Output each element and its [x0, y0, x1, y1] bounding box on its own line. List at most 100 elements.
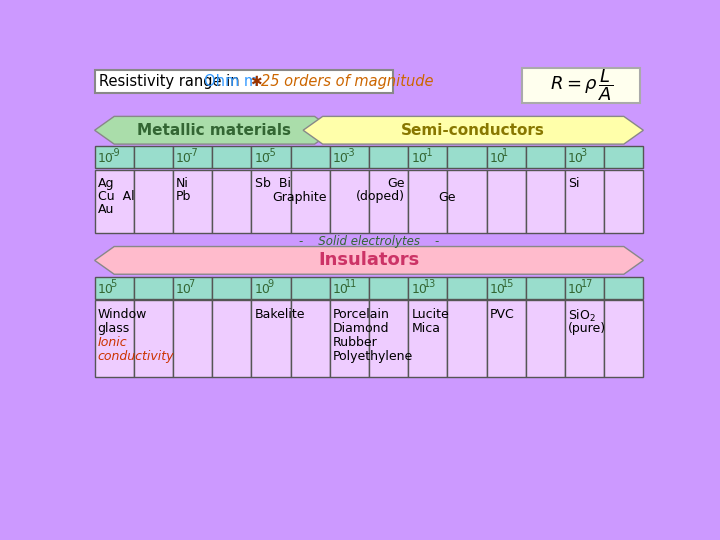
- Bar: [604, 146, 644, 168]
- Text: Au: Au: [98, 204, 114, 217]
- Bar: [526, 278, 565, 299]
- Bar: [134, 278, 173, 299]
- Text: 10: 10: [255, 282, 271, 296]
- Bar: [369, 278, 408, 299]
- Bar: [487, 170, 526, 233]
- Text: 10: 10: [490, 152, 505, 165]
- Text: -5: -5: [267, 148, 276, 158]
- Bar: [291, 278, 330, 299]
- Text: -9: -9: [110, 148, 120, 158]
- Bar: [565, 300, 604, 377]
- Bar: [604, 278, 644, 299]
- Text: Cu  Al: Cu Al: [98, 190, 135, 203]
- Bar: [94, 278, 134, 299]
- Text: glass: glass: [98, 322, 130, 335]
- Bar: [526, 170, 565, 233]
- Bar: [330, 278, 369, 299]
- Bar: [408, 146, 447, 168]
- Text: 11: 11: [346, 279, 358, 289]
- Text: conductivity: conductivity: [98, 350, 174, 363]
- Bar: [173, 300, 212, 377]
- Text: PVC: PVC: [490, 308, 514, 321]
- Text: Diamond: Diamond: [333, 322, 390, 335]
- Bar: [134, 170, 173, 233]
- Bar: [94, 170, 134, 233]
- Text: 5: 5: [110, 279, 117, 289]
- Bar: [369, 300, 408, 377]
- Bar: [212, 278, 251, 299]
- Text: Ag: Ag: [98, 177, 114, 190]
- Text: Sb  Bi: Sb Bi: [255, 177, 291, 190]
- Text: Si: Si: [568, 177, 580, 190]
- Bar: [173, 278, 212, 299]
- Text: -7: -7: [189, 148, 198, 158]
- Text: 9: 9: [267, 279, 273, 289]
- Bar: [604, 300, 644, 377]
- Text: Lucite: Lucite: [411, 308, 449, 321]
- Bar: [487, 300, 526, 377]
- Bar: [134, 300, 173, 377]
- Text: Ohm m: Ohm m: [204, 74, 258, 89]
- Text: Ionic: Ionic: [98, 336, 127, 349]
- Text: $R = \rho\,\dfrac{L}{A}$: $R = \rho\,\dfrac{L}{A}$: [549, 68, 613, 104]
- Bar: [251, 170, 291, 233]
- Text: 10: 10: [176, 152, 192, 165]
- Text: 10: 10: [411, 152, 427, 165]
- Text: 10: 10: [176, 282, 192, 296]
- Text: 10: 10: [490, 282, 505, 296]
- Bar: [526, 146, 565, 168]
- Bar: [408, 170, 447, 233]
- Bar: [291, 146, 330, 168]
- Bar: [565, 146, 604, 168]
- Text: Pb: Pb: [176, 190, 192, 203]
- Text: 10: 10: [98, 282, 114, 296]
- Bar: [487, 278, 526, 299]
- Text: Resistivity range in: Resistivity range in: [99, 74, 245, 89]
- Text: Mica: Mica: [411, 322, 441, 335]
- Bar: [212, 146, 251, 168]
- Text: (pure): (pure): [568, 322, 606, 335]
- Text: Ge: Ge: [387, 177, 405, 190]
- Text: 7: 7: [189, 279, 195, 289]
- Text: 25 orders of magnitude: 25 orders of magnitude: [261, 74, 433, 89]
- Bar: [94, 300, 134, 377]
- Bar: [526, 300, 565, 377]
- Text: 10: 10: [255, 152, 271, 165]
- Text: -1: -1: [423, 148, 433, 158]
- Text: Ni: Ni: [176, 177, 189, 190]
- Bar: [604, 170, 644, 233]
- Bar: [408, 300, 447, 377]
- Bar: [212, 300, 251, 377]
- Text: 10: 10: [333, 152, 348, 165]
- Text: Porcelain: Porcelain: [333, 308, 390, 321]
- Text: Metallic materials: Metallic materials: [138, 123, 292, 138]
- Text: Ge: Ge: [438, 191, 456, 204]
- Bar: [447, 300, 487, 377]
- Text: SiO$_2$: SiO$_2$: [568, 308, 596, 324]
- Text: Insulators: Insulators: [318, 252, 420, 269]
- Bar: [251, 300, 291, 377]
- Text: (doped): (doped): [356, 190, 405, 203]
- Bar: [565, 170, 604, 233]
- Text: 17: 17: [580, 279, 593, 289]
- Bar: [173, 170, 212, 233]
- Bar: [212, 170, 251, 233]
- Text: Graphite: Graphite: [272, 191, 327, 204]
- Text: 13: 13: [423, 279, 436, 289]
- Bar: [565, 278, 604, 299]
- Bar: [291, 300, 330, 377]
- Text: Window: Window: [98, 308, 147, 321]
- Text: 1: 1: [502, 148, 508, 158]
- Polygon shape: [94, 117, 334, 144]
- Bar: [369, 146, 408, 168]
- Text: Polyethylene: Polyethylene: [333, 350, 413, 363]
- Bar: [447, 146, 487, 168]
- Bar: [330, 300, 369, 377]
- Bar: [251, 278, 291, 299]
- Polygon shape: [303, 117, 644, 144]
- Text: -3: -3: [346, 148, 355, 158]
- Bar: [94, 70, 393, 93]
- Text: Semi-conductors: Semi-conductors: [401, 123, 545, 138]
- Text: 10: 10: [568, 152, 584, 165]
- Bar: [330, 146, 369, 168]
